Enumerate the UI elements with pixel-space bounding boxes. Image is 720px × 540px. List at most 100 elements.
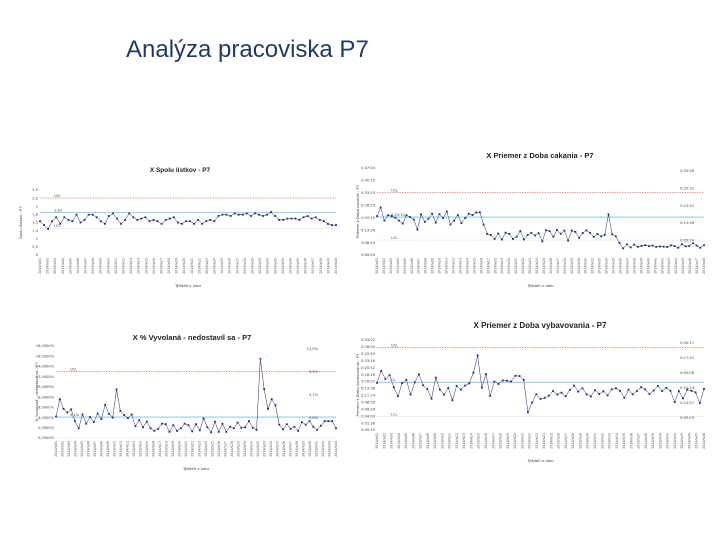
data-point — [539, 398, 542, 400]
data-point — [270, 211, 273, 213]
data-point — [486, 233, 489, 235]
data-point — [508, 233, 511, 235]
x-tick-label: 2014/w09 — [99, 258, 103, 274]
data-point — [201, 222, 204, 225]
data-point — [103, 222, 106, 225]
data-point — [95, 216, 98, 219]
data-point — [585, 229, 588, 232]
y-tick-label: 0:20:52 — [361, 366, 375, 370]
data-point — [633, 243, 636, 246]
x-tick-label: 2014/w40 — [658, 433, 662, 449]
data-point — [574, 231, 577, 233]
data-point — [326, 222, 329, 225]
data-point — [677, 390, 680, 392]
data-point — [655, 245, 658, 248]
x-tick-label: 2014/w08 — [91, 258, 95, 274]
data-point — [412, 218, 415, 221]
data-point — [251, 426, 254, 429]
data-point — [108, 413, 110, 415]
data-point — [145, 420, 148, 423]
data-point — [183, 422, 186, 425]
x-tick-label: 2014/w32 — [273, 258, 277, 274]
data-point — [384, 378, 387, 380]
y-tick-label: 0:28:05 — [361, 345, 375, 349]
x-tick-label: 2014/w13 — [132, 441, 136, 457]
x-tick-label: 2014/w16 — [479, 258, 483, 274]
x-tick-label: 2014/w33 — [262, 441, 266, 457]
data-point — [331, 224, 333, 226]
x-tick-label: 2014/w18 — [493, 258, 497, 274]
x-tick-label: 2014/w24 — [542, 433, 546, 449]
data-point — [443, 393, 445, 396]
x-tick-label: 2014/w11 — [448, 433, 452, 449]
x-tick-label: 2014/w26 — [228, 258, 232, 274]
data-point — [379, 206, 382, 209]
x-tick-label: 2014/w08 — [426, 433, 430, 449]
x-tick-label: 2014/w05 — [68, 258, 72, 274]
data-point — [589, 395, 592, 398]
data-point — [327, 420, 330, 423]
data-point — [614, 235, 617, 238]
data-point — [254, 212, 256, 215]
x-tick-label: 2014/w36 — [629, 433, 633, 449]
data-point — [519, 230, 522, 232]
data-point — [197, 219, 200, 221]
x-axis-label: Týždeň v roku — [526, 458, 554, 463]
data-point — [134, 425, 137, 428]
data-point — [202, 417, 205, 420]
data-point — [240, 426, 243, 429]
x-tick-label: 2014/w30 — [577, 258, 581, 274]
data-point — [426, 388, 429, 391]
data-point — [518, 375, 521, 377]
x-tick-label: 2014/w43 — [680, 433, 684, 449]
limit-annotation: 3,0% — [309, 416, 319, 420]
data-point — [618, 242, 621, 244]
x-tick-label: 2014/w01 — [375, 258, 379, 274]
y-tick-label: 1 — [36, 237, 38, 241]
x-tick-label: 2014/w36 — [619, 258, 623, 274]
data-point — [401, 382, 404, 385]
x-tick-label: 2014/w04 — [396, 258, 400, 274]
x-tick-label: 2014/w29 — [570, 258, 574, 274]
data-point — [534, 234, 536, 237]
data-point — [297, 429, 300, 432]
x-tick-label: 2014/w28 — [243, 258, 247, 274]
data-point — [123, 414, 126, 416]
data-point — [523, 238, 525, 241]
data-point — [394, 216, 397, 219]
data-point — [119, 410, 122, 412]
data-point — [258, 213, 260, 216]
data-point — [585, 393, 588, 396]
center-label: 1,63 — [54, 209, 62, 213]
x-tick-label: 2014/w44 — [674, 258, 678, 274]
data-point — [217, 215, 220, 217]
data-point — [640, 245, 643, 247]
data-point — [294, 217, 297, 220]
data-point — [140, 217, 143, 220]
data-point — [198, 429, 201, 432]
x-tick-label: 2014/w44 — [687, 433, 691, 449]
y-tick-label: 10,0000% — [36, 385, 55, 389]
data-point — [594, 389, 596, 392]
x-tick-label: 2014/w22 — [528, 433, 532, 449]
data-point — [606, 394, 609, 397]
data-point — [142, 426, 144, 429]
x-tick-label: 2014/w30 — [258, 258, 262, 274]
data-point — [688, 245, 691, 247]
y-tick-label: 0:00:00 — [361, 253, 376, 257]
data-point — [99, 220, 102, 223]
data-point — [388, 374, 391, 377]
data-point — [552, 235, 555, 238]
data-point — [497, 383, 500, 385]
x-tick-label: 2014/w35 — [622, 433, 626, 449]
data-point — [670, 244, 672, 247]
y-tick-label: 0:13:38 — [361, 387, 376, 391]
y-tick-label: 0:04:00 — [361, 414, 376, 418]
data-point — [512, 238, 514, 240]
data-point — [659, 245, 661, 248]
x-tick-label: 2014/w21 — [184, 441, 188, 457]
x-tick-label: 2014/w23 — [535, 433, 539, 449]
data-point — [112, 212, 114, 215]
data-point — [314, 216, 317, 219]
data-point — [548, 230, 551, 233]
